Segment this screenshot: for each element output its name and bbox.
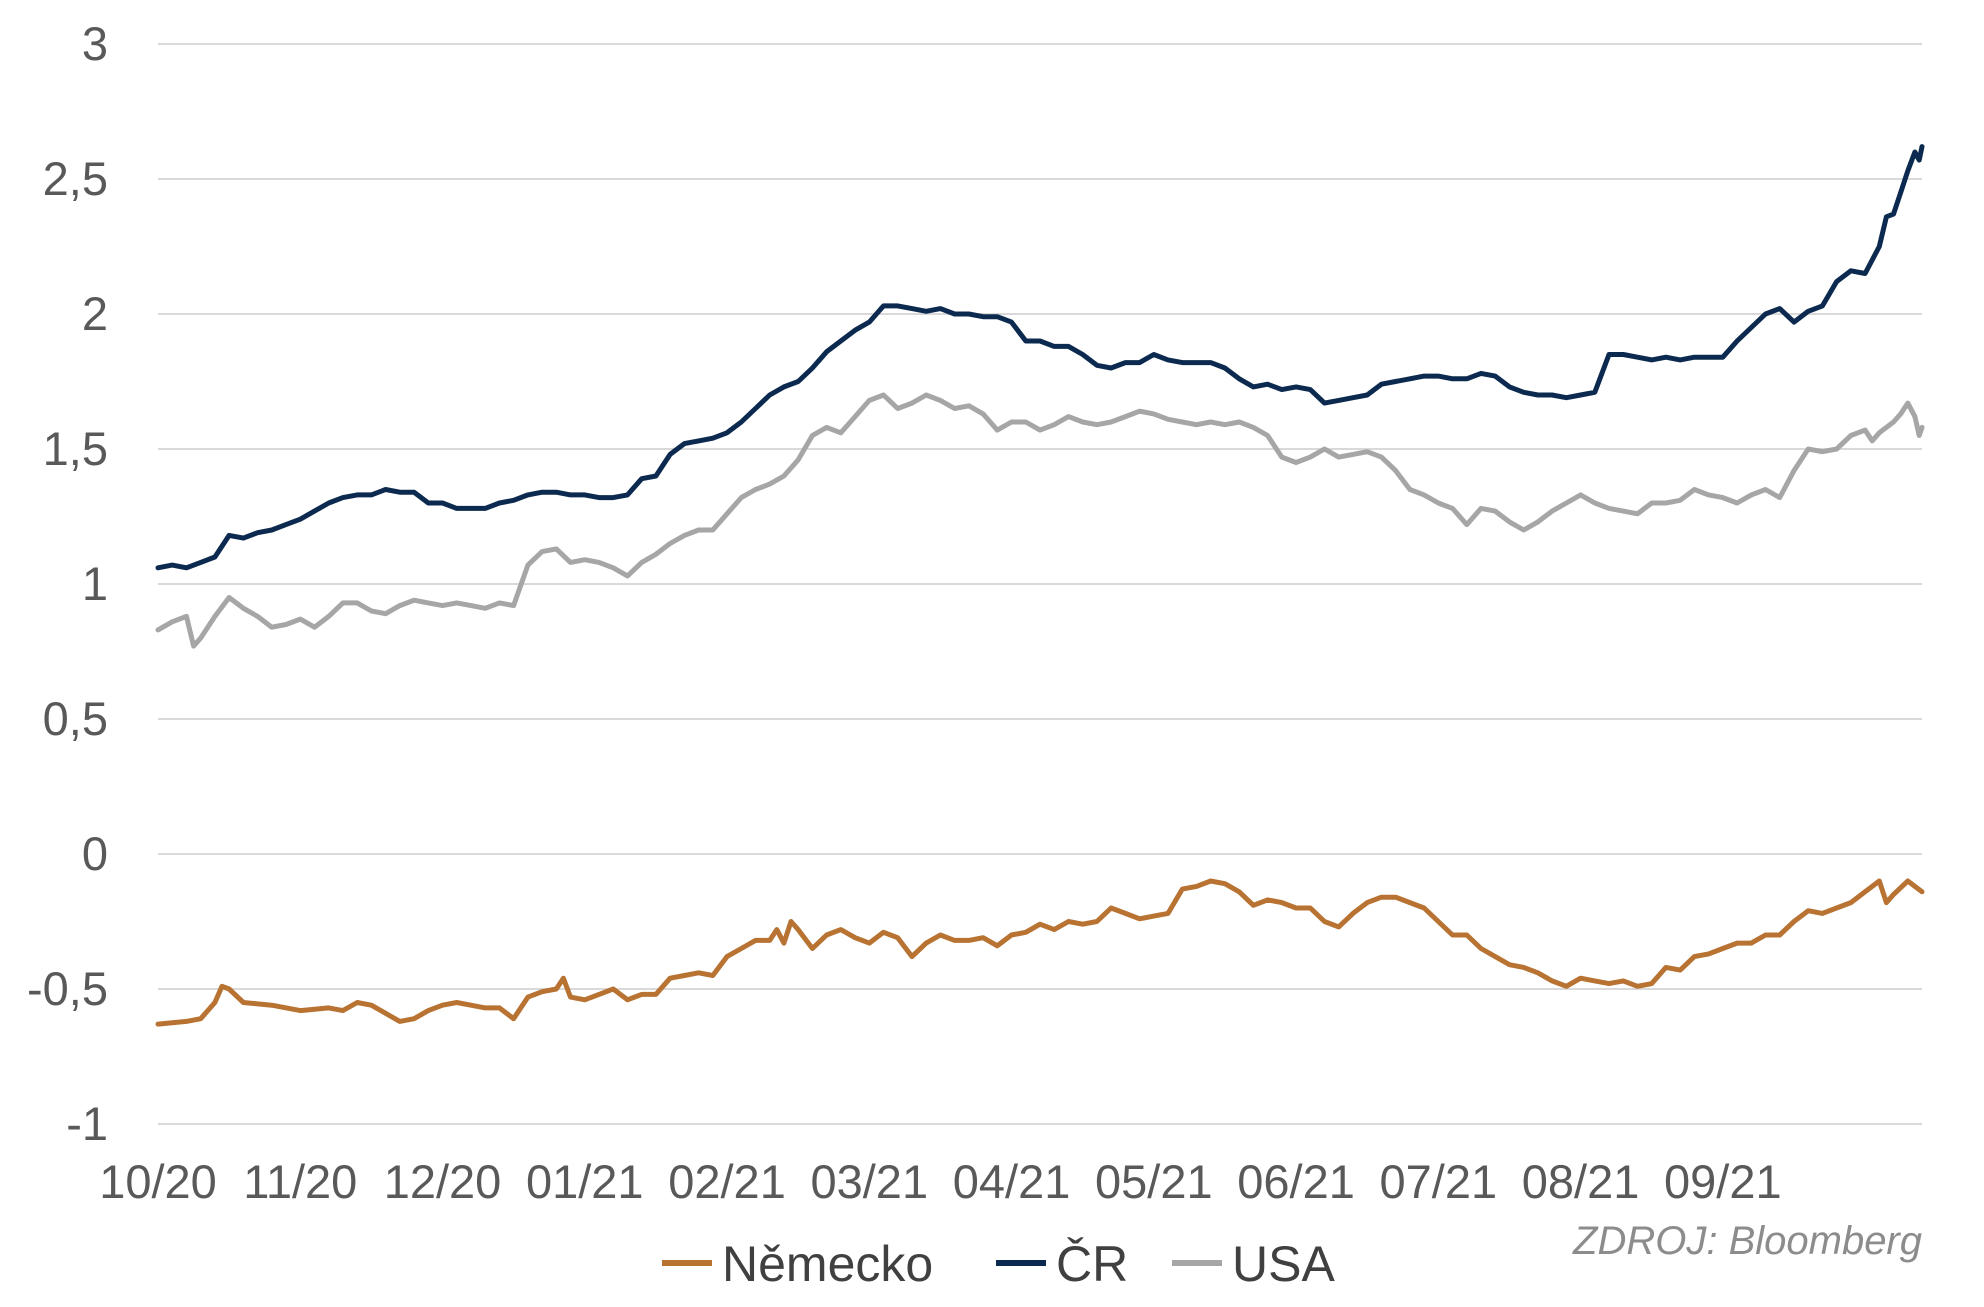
x-tick-label: 03/21 (810, 1155, 928, 1208)
y-tick-label: -1 (66, 1097, 108, 1150)
x-tick-label: 06/21 (1237, 1155, 1355, 1208)
series-line-nemecko (155, 878, 1925, 1027)
y-tick-label: 3 (82, 17, 108, 70)
y-tick-label: 2 (82, 287, 108, 340)
legend-label: Německo (722, 1236, 933, 1292)
series-line-cr (155, 144, 1925, 571)
legend-label: USA (1232, 1236, 1335, 1292)
x-tick-label: 07/21 (1380, 1155, 1498, 1208)
x-tick-label: 04/21 (953, 1155, 1071, 1208)
x-tick-label: 02/21 (668, 1155, 786, 1208)
gridlines (158, 43, 1922, 990)
x-tick-label: 11/20 (243, 1155, 357, 1208)
legend-label: ČR (1056, 1236, 1128, 1292)
x-tick-label: 08/21 (1522, 1155, 1640, 1208)
y-tick-label: 1,5 (43, 422, 108, 475)
x-tick-label: 01/21 (526, 1155, 644, 1208)
series-lines (155, 144, 1925, 1027)
series-line-usa (155, 392, 1925, 649)
y-tick-label: 1 (82, 557, 108, 610)
y-tick-label: -0,5 (27, 962, 108, 1015)
x-axis: 10/20 11/20 12/20 01/21 02/21 03/21 04/21 05/21… (99, 1123, 1922, 1208)
y-tick-label: 2,5 (43, 152, 108, 205)
x-tick-label: 10/20 (99, 1155, 217, 1208)
source-note: ZDROJ: Bloomberg (1572, 1219, 1922, 1263)
legend: Německo ČR USA (662, 1236, 1335, 1292)
y-tick-label: 0 (82, 827, 108, 880)
x-tick-label: 05/21 (1095, 1155, 1213, 1208)
x-tick-label: 09/21 (1664, 1155, 1782, 1208)
y-tick-label: 0,5 (43, 692, 108, 745)
y-axis-tick-labels: -1 -0,5 0 0,5 1 1,5 2 2,5 3 (27, 17, 108, 1150)
x-tick-label: 12/20 (384, 1155, 502, 1208)
